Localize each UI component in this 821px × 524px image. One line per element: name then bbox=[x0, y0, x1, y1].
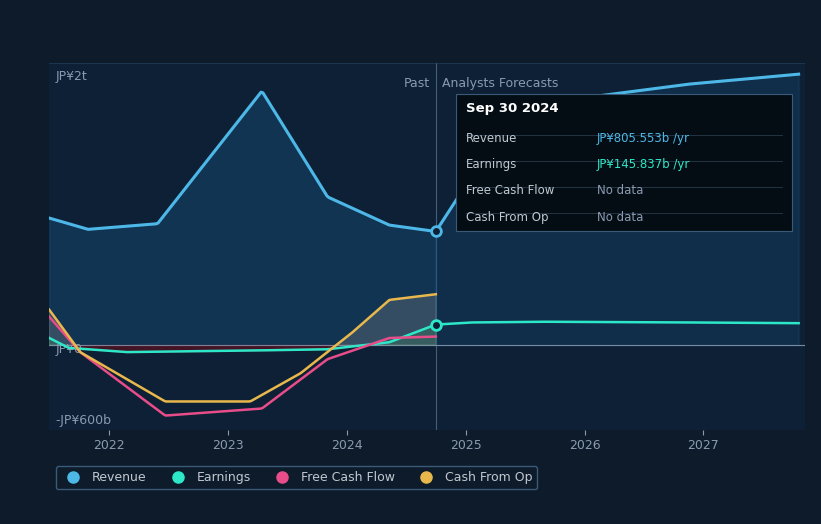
Text: Revenue: Revenue bbox=[466, 132, 517, 145]
Text: JP¥0: JP¥0 bbox=[55, 343, 82, 356]
Text: No data: No data bbox=[597, 184, 643, 198]
Text: Cash From Op: Cash From Op bbox=[466, 211, 548, 224]
Text: Analysts Forecasts: Analysts Forecasts bbox=[442, 77, 558, 90]
Text: Free Cash Flow: Free Cash Flow bbox=[466, 184, 554, 198]
Legend: Revenue, Earnings, Free Cash Flow, Cash From Op: Revenue, Earnings, Free Cash Flow, Cash … bbox=[56, 466, 537, 489]
Text: JP¥805.553b /yr: JP¥805.553b /yr bbox=[597, 132, 690, 145]
Text: Past: Past bbox=[404, 77, 430, 90]
Text: Sep 30 2024: Sep 30 2024 bbox=[466, 102, 558, 115]
Text: -JP¥600b: -JP¥600b bbox=[55, 414, 111, 427]
Text: JP¥2t: JP¥2t bbox=[55, 70, 87, 83]
Text: No data: No data bbox=[597, 211, 643, 224]
Text: Earnings: Earnings bbox=[466, 158, 517, 171]
Text: JP¥145.837b /yr: JP¥145.837b /yr bbox=[597, 158, 690, 171]
